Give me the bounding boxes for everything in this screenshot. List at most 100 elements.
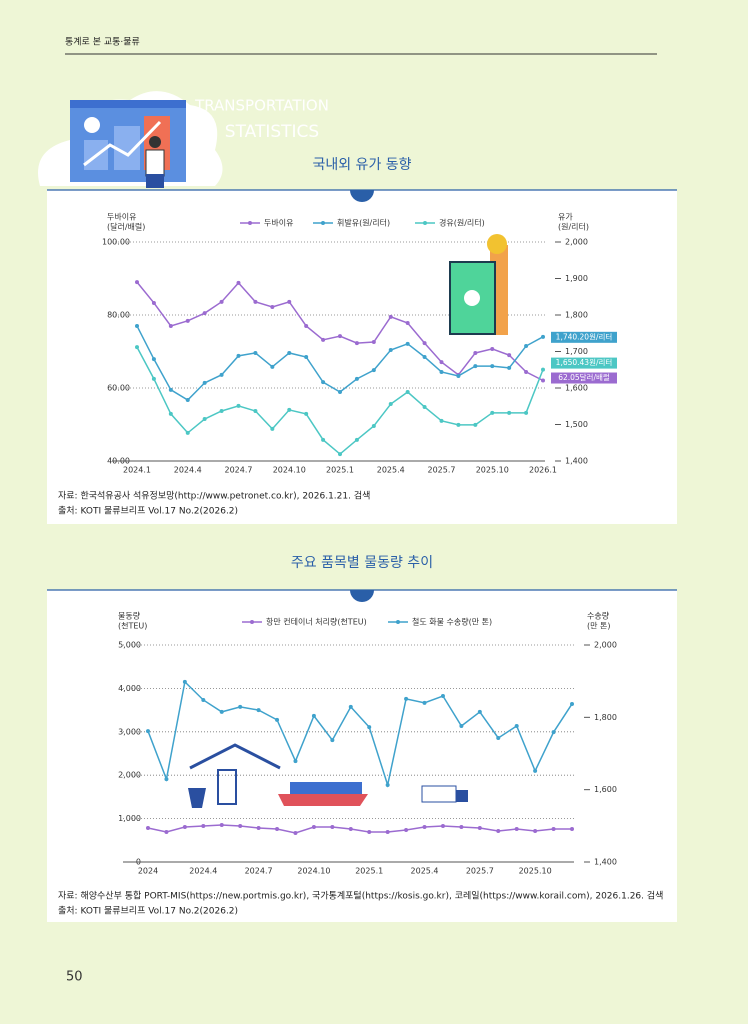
illustration bbox=[38, 91, 223, 188]
data-point bbox=[151, 300, 156, 305]
y2-tick-label: 1,900 bbox=[565, 274, 588, 283]
x-tick-label: 2025.10 bbox=[476, 466, 509, 475]
data-point bbox=[524, 369, 529, 374]
y2-tick-label: 1,800 bbox=[594, 713, 617, 722]
data-point bbox=[371, 340, 376, 345]
series-line bbox=[147, 824, 572, 834]
y2-axis-label: (원/리터) bbox=[558, 223, 589, 232]
data-point bbox=[473, 422, 478, 427]
legend-marker bbox=[248, 221, 252, 225]
value-label: 1,650.43원/리터 bbox=[556, 358, 613, 367]
x-tick-label: 2025.7 bbox=[428, 466, 456, 475]
data-point bbox=[507, 410, 512, 415]
y2-tick-label: 1,700 bbox=[565, 347, 588, 356]
data-point bbox=[405, 321, 410, 326]
data-point bbox=[422, 341, 427, 346]
data-point bbox=[287, 350, 292, 355]
x-tick-label: 2024 bbox=[138, 867, 158, 876]
data-point bbox=[490, 346, 495, 351]
data-point bbox=[459, 825, 464, 830]
data-point bbox=[524, 410, 529, 415]
data-point bbox=[541, 334, 545, 339]
data-point bbox=[338, 334, 342, 339]
y-axis-label: (달러/배럴) bbox=[107, 223, 145, 232]
y2-tick-label: 1,400 bbox=[565, 457, 588, 466]
data-point bbox=[168, 323, 173, 328]
data-point bbox=[507, 353, 512, 358]
data-point bbox=[236, 280, 241, 285]
x-tick-label: 2025.1 bbox=[355, 867, 383, 876]
x-tick-label: 2024.4 bbox=[174, 466, 202, 475]
data-point bbox=[533, 829, 538, 834]
data-point bbox=[275, 717, 280, 722]
data-point bbox=[348, 704, 353, 709]
data-point bbox=[304, 323, 309, 328]
data-point bbox=[304, 411, 309, 416]
data-point bbox=[533, 768, 538, 773]
data-point bbox=[151, 357, 156, 362]
data-point bbox=[275, 827, 280, 832]
data-point bbox=[321, 380, 326, 385]
source-note: 자료: 해양수산부 통합 PORT-MIS(https://new.portmi… bbox=[58, 890, 663, 902]
data-point bbox=[253, 350, 258, 355]
y2-axis-label: (만 톤) bbox=[587, 622, 611, 631]
data-point bbox=[439, 360, 444, 365]
data-point bbox=[185, 318, 190, 323]
origin-note: 출처: KOTI 물류브리프 Vol.17 No.2(2026.2) bbox=[58, 905, 238, 917]
x-tick-label: 2024.10 bbox=[273, 466, 306, 475]
data-point bbox=[514, 724, 519, 729]
y2-tick-label: 1,600 bbox=[565, 384, 588, 393]
data-point bbox=[146, 826, 150, 831]
legend-marker bbox=[423, 221, 427, 225]
data-point bbox=[385, 782, 390, 787]
y2-axis-label: 유가 bbox=[558, 213, 573, 222]
data-point bbox=[422, 700, 427, 705]
data-point bbox=[182, 679, 187, 684]
data-point bbox=[287, 407, 292, 412]
data-point bbox=[330, 825, 335, 830]
data-point bbox=[405, 341, 410, 346]
data-point bbox=[354, 437, 359, 442]
value-label-box bbox=[551, 372, 617, 384]
data-point bbox=[551, 827, 556, 832]
legend-marker bbox=[250, 620, 254, 624]
data-point bbox=[293, 759, 298, 764]
data-point bbox=[311, 825, 316, 830]
tab bbox=[350, 190, 374, 202]
data-point bbox=[367, 725, 372, 730]
data-point bbox=[473, 364, 478, 369]
icon bbox=[464, 290, 480, 306]
data-point bbox=[219, 299, 224, 304]
data-point bbox=[253, 299, 258, 304]
value-label-box bbox=[551, 331, 617, 343]
data-point bbox=[551, 730, 556, 735]
y2-tick-label: 2,000 bbox=[565, 238, 588, 247]
x-tick-label: 2024.7 bbox=[245, 867, 273, 876]
data-point bbox=[330, 738, 335, 743]
icon bbox=[278, 794, 368, 806]
data-point bbox=[270, 364, 275, 369]
icon bbox=[188, 788, 206, 808]
data-point bbox=[490, 410, 495, 415]
data-point bbox=[440, 824, 445, 829]
charts: 국내외 유가 동향40.0060.0080.00100.001,4001,500… bbox=[47, 157, 677, 922]
page-number: 50 bbox=[66, 970, 83, 985]
data-point bbox=[440, 693, 445, 698]
icon bbox=[290, 782, 362, 794]
x-tick-label: 2024.10 bbox=[297, 867, 330, 876]
data-point bbox=[371, 423, 376, 428]
data-point bbox=[456, 422, 461, 427]
data-point bbox=[202, 380, 207, 385]
data-point bbox=[570, 827, 574, 832]
x-tick-label: 2025.4 bbox=[411, 867, 439, 876]
data-point bbox=[385, 830, 390, 835]
value-label: 1,740.20원/리터 bbox=[556, 332, 613, 341]
data-point bbox=[238, 704, 243, 709]
data-point bbox=[507, 365, 512, 370]
data-point bbox=[219, 822, 224, 827]
data-point bbox=[405, 390, 410, 395]
y-axis-label: (천TEU) bbox=[118, 621, 147, 631]
legend-label: 휘발유(원/리터) bbox=[337, 218, 390, 228]
data-point bbox=[201, 697, 206, 702]
